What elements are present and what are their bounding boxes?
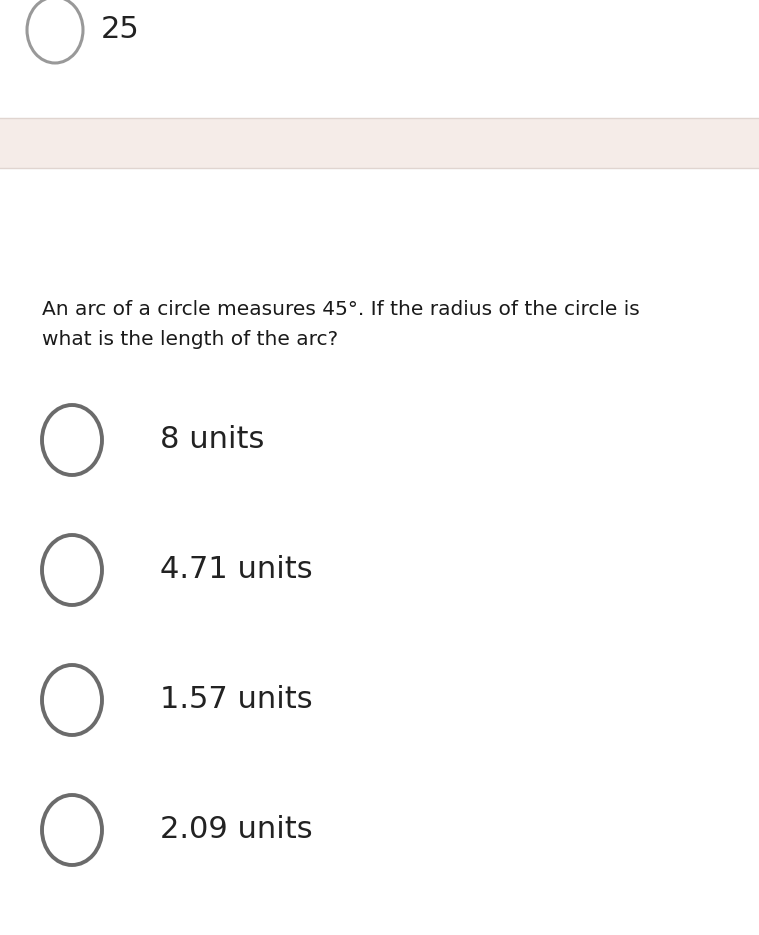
Text: 2.09 units: 2.09 units [160,815,313,844]
Text: An arc of a circle measures 45°. If the radius of the circle is: An arc of a circle measures 45°. If the … [42,300,640,319]
Text: 4.71 units: 4.71 units [160,555,313,584]
Text: 1.57 units: 1.57 units [160,685,313,714]
Bar [0,118,759,168]
Text: 8 units: 8 units [160,425,264,454]
Text: what is the length of the arc?: what is the length of the arc? [42,330,338,349]
Text: 25: 25 [101,16,140,45]
